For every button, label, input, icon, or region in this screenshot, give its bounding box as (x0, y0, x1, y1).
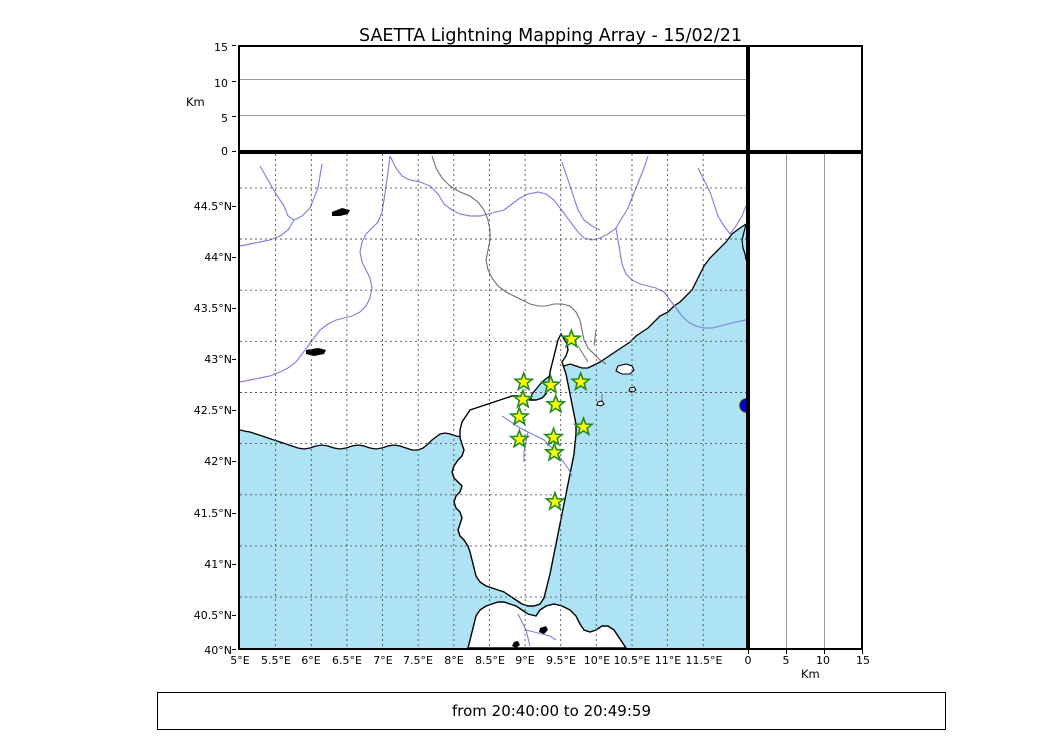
top-altitude-panel[interactable] (238, 45, 748, 152)
elba-island (615, 363, 635, 375)
xtick-11E: 11°E (654, 654, 682, 667)
tickmark-42.5N (232, 410, 236, 411)
rivers-sardinia (517, 613, 557, 647)
ytick-40.5N: 40.5°N (193, 609, 232, 622)
xtick-6E: 6°E (301, 654, 321, 667)
gridline-right-5km (786, 154, 788, 648)
station-star-marker[interactable] (508, 428, 531, 449)
station-star-marker[interactable] (540, 373, 562, 395)
ytick-42N: 42°N (204, 455, 232, 468)
gridline-top-5km (240, 114, 746, 116)
station-star-marker[interactable] (542, 426, 565, 447)
xtick-7.5E: 7.5°E (403, 654, 433, 667)
ytick-top-10: 10 (214, 77, 228, 90)
xtick-right-5: 5 (782, 654, 790, 667)
ytick-top-0: 0 (221, 145, 228, 158)
tickmark-40N (232, 649, 236, 650)
tickmark-top-10 (232, 81, 236, 82)
xtick-6.5E: 6.5°E (332, 654, 362, 667)
ytick-40N: 40°N (204, 644, 232, 657)
ytick-41.5N: 41.5°N (193, 507, 232, 520)
lightning-event-dot[interactable] (739, 398, 746, 413)
rivers-mainland (240, 155, 746, 383)
gridline-right-10km (823, 154, 825, 648)
corsica-landmass (451, 332, 577, 607)
xtick-8E: 8°E (444, 654, 464, 667)
tickmark-44.5N (232, 206, 236, 207)
political-borders (431, 155, 607, 365)
time-range-statusbar[interactable]: from 20:40:00 to 20:49:59 (157, 692, 946, 730)
ytick-top-5: 5 (221, 112, 228, 125)
map-graphic (240, 154, 746, 648)
tickmark-right-5 (786, 650, 787, 654)
right-panel-axis-label: Km (801, 667, 820, 681)
station-star-marker[interactable] (508, 405, 531, 426)
lake-marker (332, 208, 350, 216)
station-star-marker[interactable] (544, 393, 567, 414)
mainland-landmass (240, 154, 746, 450)
station-star-marker[interactable] (512, 388, 534, 409)
sardinia-lake-2 (512, 641, 520, 648)
tickmark-top-0 (232, 151, 236, 152)
top-right-corner-panel[interactable] (748, 45, 863, 152)
tickmark-41N (232, 564, 236, 565)
station-star-marker[interactable] (543, 441, 566, 462)
page-title: SAETTA Lightning Mapping Array - 15/02/2… (359, 26, 742, 46)
xtick-10E: 10°E (583, 654, 611, 667)
islet-small (596, 400, 605, 407)
tickmark-41.5N (232, 513, 236, 514)
station-star-marker[interactable] (560, 327, 583, 349)
station-markers[interactable] (508, 327, 595, 511)
station-star-marker[interactable] (572, 415, 595, 437)
xtick-8.5E: 8.5°E (475, 654, 505, 667)
ytick-44N: 44°N (204, 251, 232, 264)
xtick-right-15: 15 (856, 654, 870, 667)
ytick-44.5N: 44.5°N (193, 200, 232, 213)
tickmark-43N (232, 359, 236, 360)
xtick-9.5E: 9.5°E (546, 654, 576, 667)
xtick-5E: 5°E (230, 654, 250, 667)
tickmark-42N (232, 461, 236, 462)
ytick-42.5N: 42.5°N (193, 404, 232, 417)
tickmark-top-5 (232, 116, 236, 117)
right-altitude-panel[interactable] (748, 152, 863, 650)
map-gridlines (240, 154, 746, 648)
tickmark-right-15 (862, 650, 863, 654)
xtick-5.5E: 5.5°E (261, 654, 291, 667)
station-star-marker[interactable] (512, 370, 535, 392)
tickmark-43.5N (232, 308, 236, 309)
gridline-top-10km (240, 79, 746, 81)
tickmark-44N (232, 257, 236, 258)
xtick-10.5E: 10.5°E (613, 654, 651, 667)
tickmark-right-10 (824, 650, 825, 654)
ytick-top-15: 15 (214, 41, 228, 54)
xtick-right-0: 0 (744, 654, 752, 667)
italy-coast-segment (741, 223, 746, 261)
ytick-43N: 43°N (204, 353, 232, 366)
tickmark-40.5N (232, 615, 236, 616)
sardinia-lake (539, 626, 548, 634)
station-star-marker[interactable] (544, 490, 566, 511)
xtick-11.5E: 11.5°E (685, 654, 723, 667)
islet-montecristo (628, 386, 637, 393)
xtick-7E: 7°E (373, 654, 393, 667)
ytick-41N: 41°N (204, 558, 232, 571)
map-panel[interactable] (238, 152, 748, 650)
station-star-marker[interactable] (569, 370, 592, 392)
time-range-label: from 20:40:00 to 20:49:59 (451, 702, 651, 720)
xtick-9E: 9°E (515, 654, 535, 667)
top-panel-axis-label: Km (186, 95, 205, 109)
ytick-43.5N: 43.5°N (193, 302, 232, 315)
xtick-right-10: 10 (816, 654, 830, 667)
sardinia-landmass (467, 601, 627, 648)
tickmark-right-0 (748, 650, 749, 654)
tickmark-top-15 (232, 45, 236, 46)
